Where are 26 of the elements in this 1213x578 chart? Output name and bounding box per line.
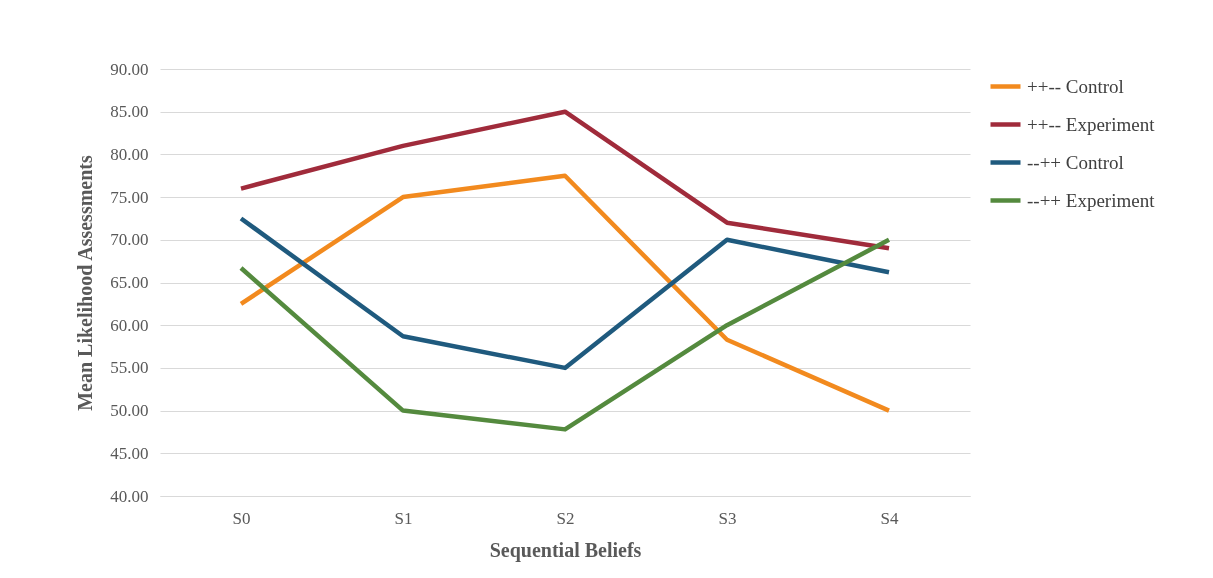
y-tick-label: 45.00 (110, 443, 149, 463)
legend-label: --++ Experiment (1027, 189, 1156, 211)
line-series (238, 216, 892, 371)
line-series (238, 237, 892, 432)
legend-label: --++ Control (1027, 151, 1124, 173)
y-tick-label: 90.00 (110, 59, 149, 79)
y-tick-label: 50.00 (110, 401, 149, 421)
x-axis-title: Sequential Beliefs (489, 538, 642, 562)
x-tick-label: S1 (394, 508, 413, 528)
legend-label: ++-- Experiment (1027, 113, 1156, 135)
y-tick-label: 60.00 (110, 315, 149, 335)
y-tick-label: 85.00 (110, 102, 149, 122)
x-tick-label: S2 (556, 508, 575, 528)
x-tick-label: S0 (232, 508, 251, 528)
y-tick-label: 70.00 (110, 230, 149, 250)
y-tick-label: 40.00 (110, 486, 149, 506)
y-tick-label: 65.00 (110, 273, 149, 292)
line-series (238, 109, 892, 251)
y-tick-label: 75.00 (110, 187, 149, 207)
x-tick-label: S4 (880, 508, 899, 528)
y-tick-label: 80.00 (110, 144, 149, 164)
x-tick-label: S3 (718, 508, 737, 528)
y-axis-title: Mean Likelihood Assessments (74, 154, 97, 411)
line-series (238, 173, 892, 413)
y-tick-label: 55.00 (110, 358, 149, 378)
legend-label: ++-- Control (1027, 75, 1124, 97)
